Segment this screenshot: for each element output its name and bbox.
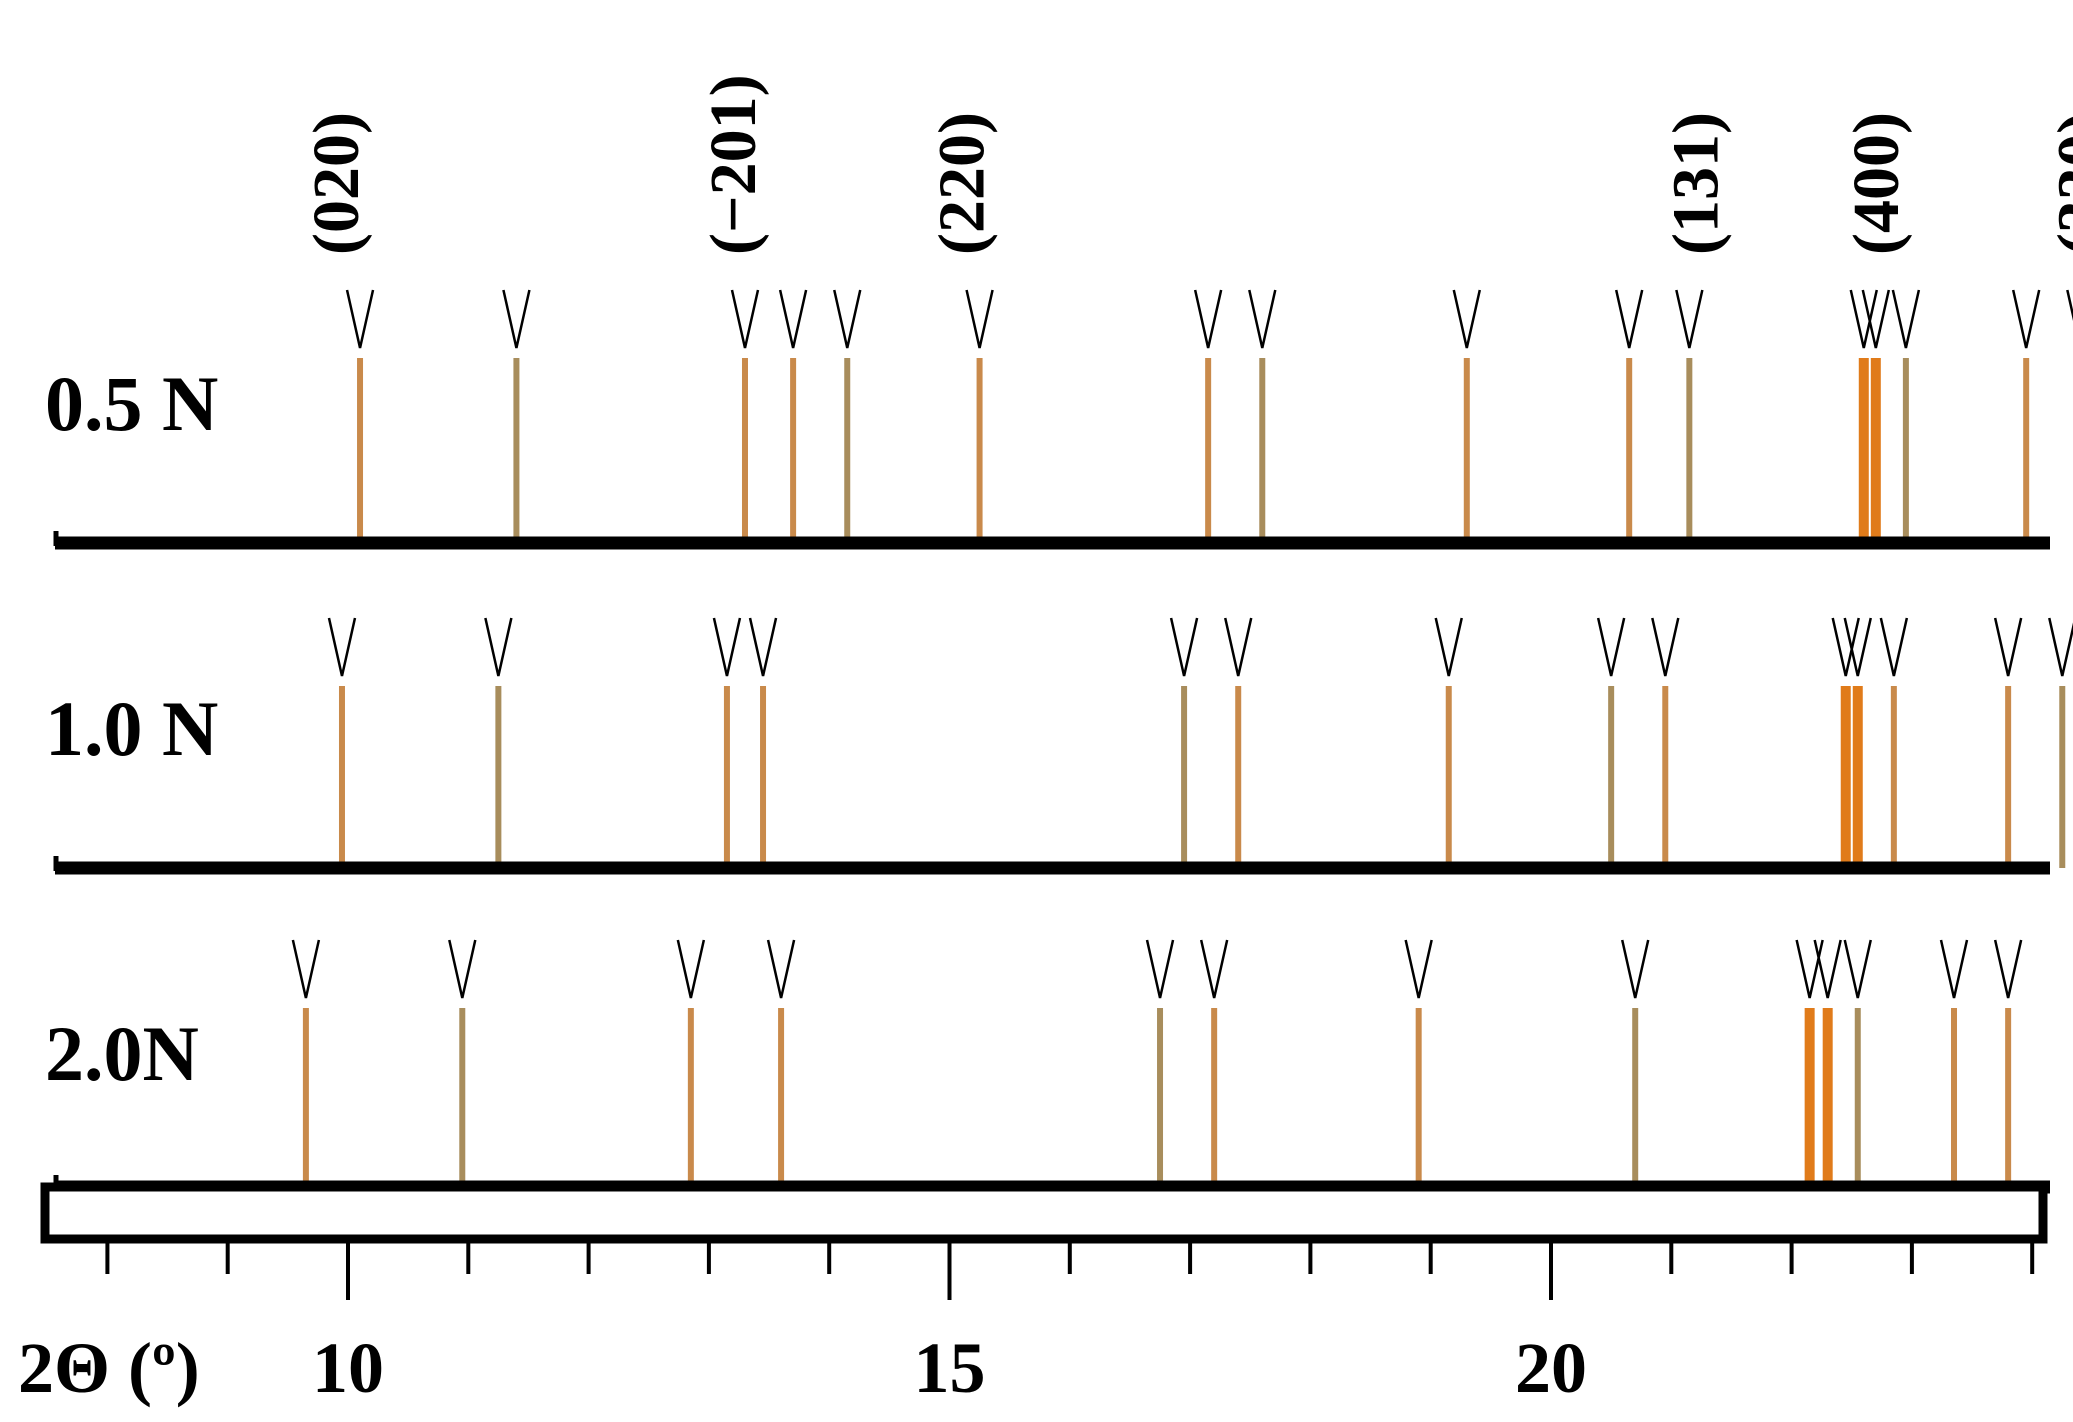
peak-marker (2066, 289, 2073, 322)
peak-marker (778, 289, 808, 349)
x-tick-label: 15 (914, 1328, 986, 1408)
hkl-labels: (020)(−201)(220)(131)(400)(330)(−422)(−2… (300, 74, 2073, 255)
peak-marker (1614, 289, 1644, 349)
peak-marker (1452, 289, 1482, 349)
x-tick-label: 20 (1515, 1328, 1587, 1408)
peak-marker (1849, 289, 1878, 349)
hkl-label: (220) (926, 112, 999, 255)
peak-marker (1891, 289, 1921, 349)
series-label: 0.5 N (45, 360, 218, 447)
panel-1-0-n: 1.0 N (45, 617, 2073, 875)
peak-marker (502, 289, 531, 349)
peak-marker (1831, 617, 1860, 677)
peak-marker (2048, 617, 2073, 677)
peak-marker (730, 289, 760, 349)
peak-marker (1199, 939, 1229, 999)
peak-marker (1939, 939, 1969, 999)
peak-marker (766, 939, 796, 999)
peak-marker (712, 617, 742, 677)
hkl-label: (400) (1840, 112, 1913, 255)
x-tick-label: 10 (312, 1328, 384, 1408)
panel-2-0n: 2.0N (45, 939, 2050, 1194)
peak-marker (1843, 617, 1872, 677)
series-label: 1.0 N (45, 685, 218, 772)
peak-marker (1879, 617, 1909, 677)
hkl-label: (020) (300, 112, 373, 255)
panels: 0.5 N 1.0 N 2.0N (45, 289, 2073, 1194)
x-axis-box (40, 1182, 2048, 1244)
x-axis: 101520253035 2Θ (º) (18, 1182, 2048, 1408)
peak-marker (1248, 289, 1277, 349)
peak-marker (1193, 289, 1223, 349)
peak-marker (1169, 617, 1199, 677)
peak-marker (291, 939, 321, 999)
hkl-label: (131) (1659, 112, 1732, 255)
series-label: 2.0N (45, 1010, 199, 1097)
peak-marker (1620, 939, 1650, 999)
peak-marker (345, 289, 375, 349)
peak-marker (448, 939, 477, 999)
peak-marker (1651, 617, 1680, 677)
panel-0-5-n: 0.5 N (45, 289, 2073, 550)
x-axis-ticks: 101520253035 (105, 1239, 2035, 1408)
peak-marker (833, 289, 862, 349)
peak-marker (1795, 939, 1824, 999)
peak-marker (1843, 939, 1872, 999)
hkl-label: (−201) (697, 74, 770, 255)
peak-marker (1861, 289, 1891, 349)
peak-marker (1404, 939, 1433, 999)
x-axis-label: 2Θ (º) (18, 1328, 200, 1408)
peak-marker (1675, 289, 1704, 349)
peak-marker (965, 289, 994, 349)
peak-marker (1993, 617, 2023, 677)
peak-marker (1224, 617, 1253, 677)
peak-marker (1813, 939, 1842, 999)
hkl-label: (330) (2044, 112, 2073, 255)
peak-marker (2011, 289, 2041, 349)
peak-marker (748, 617, 778, 677)
peak-marker (1993, 939, 2023, 999)
peak-marker (484, 617, 513, 677)
peak-marker (1145, 939, 1175, 999)
peak-marker (327, 617, 357, 677)
peak-marker (1434, 617, 1463, 677)
peak-marker (1596, 617, 1626, 677)
peak-marker (676, 939, 706, 999)
